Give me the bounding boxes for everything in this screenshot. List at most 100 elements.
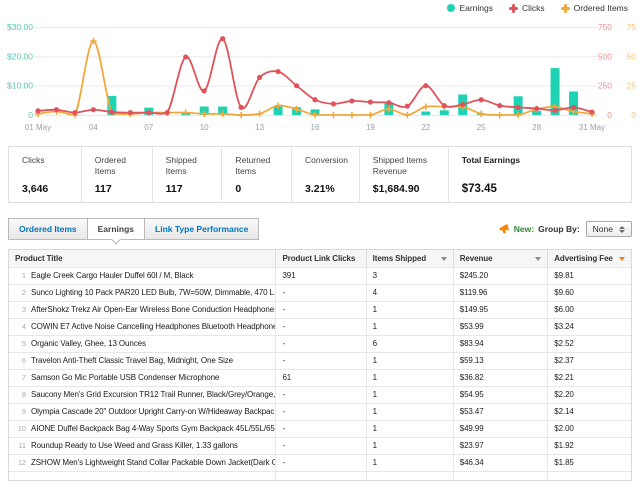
product-title-link[interactable]: Saucony Men's Grid Excursion TR12 Trail … bbox=[31, 390, 276, 399]
fee-cell: $2.14 bbox=[554, 407, 574, 416]
legend-earnings[interactable]: Earnings bbox=[447, 3, 493, 13]
header-product-link-clicks[interactable]: Product Link Clicks bbox=[276, 250, 367, 267]
row-number: 10 bbox=[17, 424, 26, 433]
row-number: 1 bbox=[21, 271, 26, 280]
stat-shipped-items-revenue: Shipped Items Revenue $1,684.90 bbox=[360, 147, 449, 202]
product-title-link[interactable]: AfterShokz Trekz Air Open-Ear Wireless B… bbox=[31, 305, 275, 314]
svg-text:16: 16 bbox=[311, 123, 320, 132]
product-title-link[interactable]: Sunco Lighting 10 Pack PAR20 LED Bulb, 7… bbox=[31, 288, 274, 297]
clicks-marker-icon bbox=[509, 3, 518, 13]
table-row: 3 AfterShokz Trekz Air Open-Ear Wireless … bbox=[9, 301, 631, 318]
table-row: 7 Samson Go Mic Portable USB Condenser Mi… bbox=[9, 369, 631, 386]
header-product-title[interactable]: Product Title bbox=[9, 250, 277, 267]
header-advertising-fee[interactable]: Advertising Fee bbox=[548, 250, 631, 267]
svg-text:22: 22 bbox=[421, 123, 430, 132]
product-title-link[interactable]: Eagle Creek Cargo Hauler Duffel 60l / M,… bbox=[31, 271, 194, 280]
fee-cell: $9.81 bbox=[554, 271, 574, 280]
product-title-cell: 9 Olympia Cascade 20" Outdoor Upright Car… bbox=[9, 404, 277, 420]
clicks-cell: - bbox=[276, 455, 367, 471]
clicks-cell: - bbox=[276, 302, 367, 318]
table-row: 2 Sunco Lighting 10 Pack PAR20 LED Bulb, … bbox=[9, 284, 631, 301]
header-items-shipped[interactable]: Items Shipped bbox=[367, 250, 454, 267]
table-row: 1 Eagle Creek Cargo Hauler Duffel 60l / M… bbox=[9, 267, 631, 284]
table-row: 5 Organic Valley, Ghee, 13 Ounces -6 $83.94… bbox=[9, 335, 631, 352]
product-title-link[interactable]: ZSHOW Men's Lightweight Stand Collar Pac… bbox=[31, 458, 277, 467]
stat-label: Ordered Items bbox=[94, 155, 126, 176]
row-number: 9 bbox=[21, 407, 26, 416]
fee-cell: $9.60 bbox=[554, 288, 574, 297]
sort-arrow-icon[interactable] bbox=[619, 256, 625, 261]
revenue-cell: $245.20 bbox=[454, 268, 549, 284]
stat-label: Conversion bbox=[304, 155, 348, 165]
clicks-line bbox=[35, 36, 595, 116]
stat-value: 117 bbox=[94, 183, 112, 195]
header-revenue[interactable]: Revenue bbox=[454, 250, 549, 267]
tab-ordered-items[interactable]: Ordered Items bbox=[8, 218, 88, 240]
earnings-table: Product Title Product Link Clicks Items … bbox=[8, 249, 632, 481]
sort-arrow-icon[interactable] bbox=[440, 256, 447, 261]
fee-cell: $1.92 bbox=[554, 441, 574, 450]
product-title-link[interactable]: Olympia Cascade 20" Outdoor Upright Carr… bbox=[31, 407, 275, 416]
fee-cell: $2.21 bbox=[554, 373, 574, 382]
shipped-cell: 1 bbox=[367, 302, 454, 318]
truncation-ellipsis: ... bbox=[275, 424, 276, 433]
shipped-cell: 3 bbox=[367, 268, 454, 284]
stat-value: 117 bbox=[165, 183, 183, 195]
row-number: 12 bbox=[17, 458, 26, 467]
product-title-link[interactable]: COWIN E7 Active Noise Cancelling Headpho… bbox=[31, 322, 277, 331]
sort-arrow-icon[interactable] bbox=[535, 256, 542, 261]
row-number: 3 bbox=[21, 305, 26, 314]
performance-chart: Earnings Clicks Ordered Items $30.00 750 7… bbox=[0, 0, 640, 142]
product-title-cell: 7 Samson Go Mic Portable USB Condenser Mi… bbox=[9, 370, 277, 386]
product-title-cell: 5 Organic Valley, Ghee, 13 Ounces bbox=[9, 336, 277, 352]
fee-cell: $2.00 bbox=[554, 424, 574, 433]
group-by-cluster: New: Group By: None bbox=[499, 221, 632, 237]
table-row: 12 ZSHOW Men's Lightweight Stand Collar P… bbox=[9, 454, 631, 471]
clicks-cell: 391 bbox=[276, 268, 367, 284]
svg-text:07: 07 bbox=[144, 123, 153, 132]
tab-earnings[interactable]: Earnings bbox=[86, 218, 146, 240]
product-title-cell: 1 Eagle Creek Cargo Hauler Duffel 60l / M… bbox=[9, 268, 277, 284]
shipped-cell: 1 bbox=[367, 421, 454, 437]
clicks-cell: - bbox=[276, 421, 367, 437]
stat-value: $1,684.90 bbox=[372, 183, 420, 195]
stat-label: Returned Items bbox=[235, 155, 271, 176]
clicks-cell: 61 bbox=[276, 370, 367, 386]
revenue-cell: $53.99 bbox=[454, 319, 549, 335]
megaphone-icon bbox=[499, 223, 509, 233]
table-row: 11 Roundup Ready to Use Weed and Grass Ki… bbox=[9, 437, 631, 454]
product-title-link[interactable]: Organic Valley, Ghee, 13 Ounces bbox=[31, 339, 146, 348]
product-title-cell: 2 Sunco Lighting 10 Pack PAR20 LED Bulb, … bbox=[9, 285, 277, 301]
row-number: 6 bbox=[21, 356, 26, 365]
table-row: 10 AIONE Duffel Backpack Bag 4-Way Sports… bbox=[9, 420, 631, 437]
legend-clicks[interactable]: Clicks bbox=[509, 3, 545, 13]
svg-text:$20.00: $20.00 bbox=[7, 51, 33, 61]
tab-link-type-performance[interactable]: Link Type Performance bbox=[144, 218, 260, 240]
table-header-row: Product Title Product Link Clicks Items … bbox=[9, 250, 631, 267]
shipped-cell: 1 bbox=[367, 404, 454, 420]
stat-value: 3,646 bbox=[22, 183, 49, 195]
product-title-cell: 12 ZSHOW Men's Lightweight Stand Collar P… bbox=[9, 455, 277, 471]
legend-ordered-items[interactable]: Ordered Items bbox=[560, 3, 628, 13]
fee-cell: $3.24 bbox=[554, 322, 574, 331]
stat-returned-items: Returned Items 0 bbox=[222, 147, 292, 202]
stat-label: Clicks bbox=[22, 155, 45, 165]
truncation-ellipsis: ... bbox=[273, 288, 277, 297]
row-number: 4 bbox=[21, 322, 26, 331]
product-title-link[interactable]: Roundup Ready to Use Weed and Grass Kill… bbox=[31, 441, 238, 450]
group-by-dropdown[interactable]: None bbox=[585, 221, 632, 237]
group-by-label: Group By: bbox=[538, 224, 580, 234]
chevron-updown-icon bbox=[619, 225, 625, 233]
revenue-cell: $119.96 bbox=[454, 285, 549, 301]
product-title-link[interactable]: AIONE Duffel Backpack Bag 4-Way Sports G… bbox=[31, 424, 275, 433]
legend-earnings-label: Earnings bbox=[459, 3, 493, 13]
product-title-link[interactable]: Samson Go Mic Portable USB Condenser Mic… bbox=[31, 373, 220, 382]
shipped-cell: 1 bbox=[367, 387, 454, 403]
svg-text:25: 25 bbox=[477, 123, 486, 132]
product-title-cell: 10 AIONE Duffel Backpack Bag 4-Way Sports… bbox=[9, 421, 277, 437]
table-row-partial bbox=[9, 471, 631, 481]
svg-text:$30.00: $30.00 bbox=[7, 22, 33, 32]
shipped-cell: 1 bbox=[367, 438, 454, 454]
product-title-link[interactable]: Travelon Anti-Theft Classic Travel Bag, … bbox=[31, 356, 233, 365]
empty-cell bbox=[548, 472, 631, 481]
